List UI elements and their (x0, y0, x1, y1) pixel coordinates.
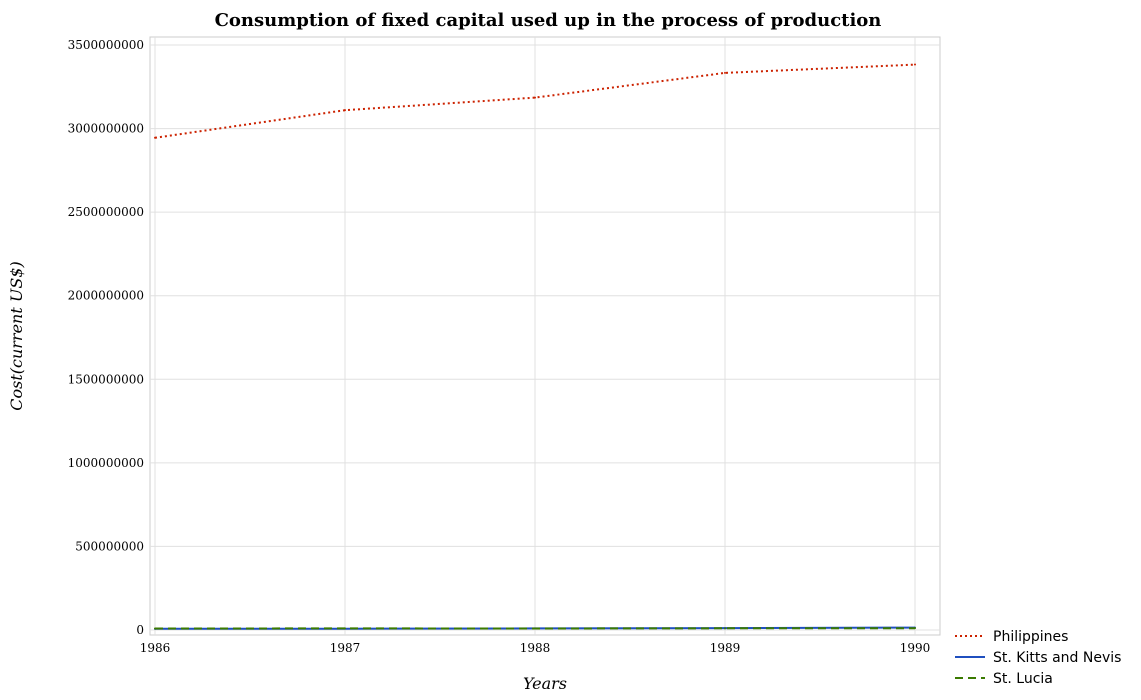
y-tick-label: 2000000000 (68, 289, 144, 303)
x-tick-label: 1986 (140, 641, 171, 655)
x-axis-label: Years (523, 674, 567, 693)
y-tick-label: 1000000000 (68, 456, 144, 470)
y-axis-label: Cost(current US$) (7, 261, 26, 410)
x-tick-label: 1990 (900, 641, 931, 655)
data-point-philippines (154, 136, 156, 139)
legend: Philippines St. Kitts and Nevis St. Lucia (955, 629, 1121, 687)
data-point-st-lucia (724, 627, 726, 630)
grid-layer (150, 37, 940, 635)
y-tick-label: 0 (136, 623, 144, 637)
y-tick-label: 2500000000 (68, 205, 144, 219)
x-tick-label: 1989 (710, 641, 741, 655)
x-axis: 1986 1987 1988 1989 1990 (140, 641, 931, 655)
y-tick-label: 500000000 (75, 539, 144, 553)
x-tick-label: 1987 (330, 641, 361, 655)
chart-title: Consumption of fixed capital used up in … (215, 10, 882, 31)
data-point-st-lucia (914, 627, 916, 630)
data-point-philippines (914, 63, 916, 66)
data-point-philippines (344, 109, 346, 112)
series-layer (154, 63, 916, 630)
data-point-st-lucia (344, 627, 346, 630)
data-point-st-lucia (154, 627, 156, 630)
y-tick-label: 3000000000 (68, 122, 144, 136)
legend-label: St. Lucia (993, 671, 1053, 687)
data-point-st-lucia (534, 627, 536, 630)
legend-label: St. Kitts and Nevis (993, 650, 1121, 666)
y-axis: 0 500000000 1000000000 1500000000 2000000000… (68, 38, 144, 637)
legend-label: Philippines (993, 629, 1068, 645)
y-tick-label: 3500000000 (68, 38, 144, 52)
data-point-philippines (534, 96, 536, 99)
y-tick-label: 1500000000 (68, 372, 144, 386)
data-point-philippines (724, 71, 726, 74)
x-tick-label: 1988 (520, 641, 551, 655)
plot-area (149, 36, 941, 636)
